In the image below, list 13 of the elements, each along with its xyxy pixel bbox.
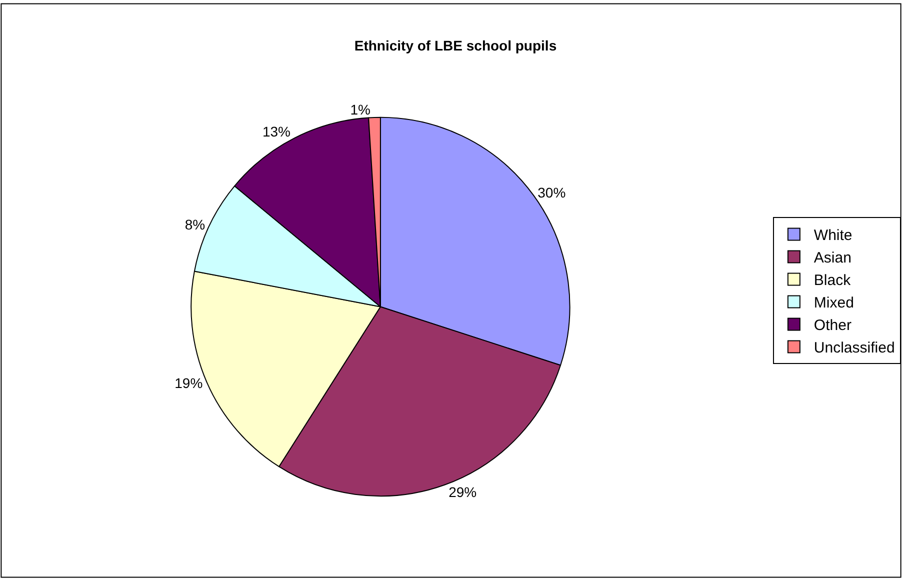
data-label: 19% — [174, 375, 203, 392]
legend-label: Other — [814, 317, 852, 334]
data-label: 8% — [184, 216, 206, 233]
legend-label: Asian — [814, 250, 852, 267]
legend-label: Black — [814, 272, 852, 290]
legend-label: Unclassified — [814, 340, 895, 357]
data-label: 29% — [448, 484, 477, 500]
chart-title: Ethnicity of LBE school pupils — [354, 37, 557, 54]
legend-label: Mixed — [814, 294, 854, 312]
data-label: 1% — [350, 101, 370, 118]
data-label: 13% — [262, 124, 290, 140]
data-label: 30% — [538, 184, 566, 201]
legend-label: White — [814, 227, 852, 244]
